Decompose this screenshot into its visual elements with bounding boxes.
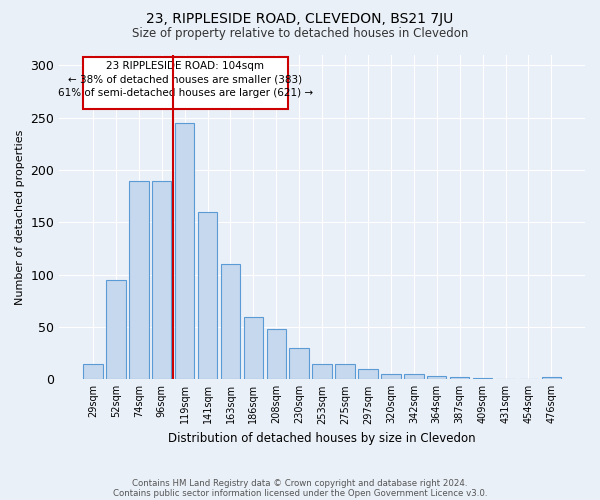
Bar xyxy=(404,374,424,380)
Text: Contains HM Land Registry data © Crown copyright and database right 2024.: Contains HM Land Registry data © Crown c… xyxy=(132,479,468,488)
Bar xyxy=(335,364,355,380)
Bar xyxy=(473,378,493,380)
FancyBboxPatch shape xyxy=(83,57,288,110)
Text: ← 38% of detached houses are smaller (383): ← 38% of detached houses are smaller (38… xyxy=(68,75,302,85)
Bar xyxy=(175,123,194,380)
Bar xyxy=(152,180,172,380)
Bar xyxy=(450,377,469,380)
Text: 61% of semi-detached houses are larger (621) →: 61% of semi-detached houses are larger (… xyxy=(58,88,313,99)
Text: 23, RIPPLESIDE ROAD, CLEVEDON, BS21 7JU: 23, RIPPLESIDE ROAD, CLEVEDON, BS21 7JU xyxy=(146,12,454,26)
Text: Contains public sector information licensed under the Open Government Licence v3: Contains public sector information licen… xyxy=(113,489,487,498)
Bar xyxy=(83,364,103,380)
Bar xyxy=(198,212,217,380)
Bar xyxy=(244,316,263,380)
Bar xyxy=(106,280,125,380)
Bar xyxy=(129,180,149,380)
Text: Size of property relative to detached houses in Clevedon: Size of property relative to detached ho… xyxy=(132,28,468,40)
Bar xyxy=(427,376,446,380)
Bar xyxy=(313,364,332,380)
Text: 23 RIPPLESIDE ROAD: 104sqm: 23 RIPPLESIDE ROAD: 104sqm xyxy=(106,62,264,72)
Bar xyxy=(358,369,378,380)
Bar xyxy=(542,377,561,380)
X-axis label: Distribution of detached houses by size in Clevedon: Distribution of detached houses by size … xyxy=(169,432,476,445)
Bar xyxy=(266,329,286,380)
Bar xyxy=(289,348,309,380)
Y-axis label: Number of detached properties: Number of detached properties xyxy=(15,130,25,305)
Bar xyxy=(381,374,401,380)
Bar xyxy=(221,264,240,380)
